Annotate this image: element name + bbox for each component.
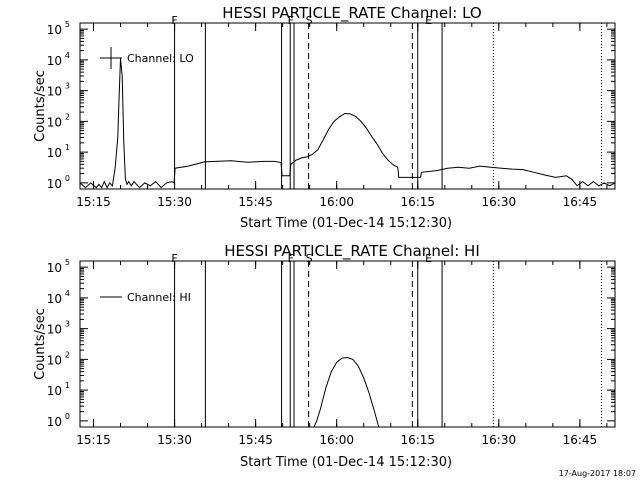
series-line-hi bbox=[313, 356, 380, 427]
y-tick-exponent-hi: 3 bbox=[65, 320, 70, 329]
x-tick-label-lo: 15:15 bbox=[76, 195, 111, 209]
y-tick-label-hi: 10 bbox=[47, 353, 62, 367]
legend-label-lo: Channel: LO bbox=[127, 52, 194, 65]
legend-lo: Channel: LO bbox=[100, 47, 194, 69]
plot-frame-lo bbox=[79, 22, 616, 190]
y-tick-exponent-hi: 0 bbox=[65, 412, 70, 421]
top-marker-lo: E bbox=[425, 14, 432, 27]
top-marker-hi: F bbox=[171, 252, 177, 265]
event-lines-lo bbox=[174, 23, 602, 189]
series-hi bbox=[313, 356, 380, 427]
x-tick-label-hi: 16:30 bbox=[482, 433, 517, 447]
y-tick-exponent-lo: 2 bbox=[65, 112, 70, 121]
y-tick-label-lo: 10 bbox=[47, 23, 62, 37]
y-tick-exponent-lo: 1 bbox=[65, 143, 70, 152]
series-line-lo bbox=[80, 58, 615, 189]
x-tick-label-lo: 15:45 bbox=[238, 195, 273, 209]
series-lo bbox=[80, 58, 615, 189]
x-tick-label-hi: 15:45 bbox=[238, 433, 273, 447]
y-tick-label-lo: 10 bbox=[47, 54, 62, 68]
top-marker-lo: F bbox=[288, 14, 294, 27]
y-tick-exponent-lo: 0 bbox=[65, 174, 70, 183]
y-tick-label-lo: 10 bbox=[47, 177, 62, 191]
x-tick-label-lo: 16:15 bbox=[400, 195, 435, 209]
top-marker-hi: S bbox=[306, 252, 313, 265]
y-tick-label-lo: 10 bbox=[47, 85, 62, 99]
top-marker-hi: E bbox=[425, 252, 432, 265]
x-axis-label-hi: Start Time (01-Dec-14 15:12:30) bbox=[240, 455, 452, 470]
x-tick-label-hi: 15:15 bbox=[76, 433, 111, 447]
x-tick-label-lo: 16:30 bbox=[482, 195, 517, 209]
x-tick-label-lo: 16:00 bbox=[319, 195, 354, 209]
legend-hi: Channel: HI bbox=[100, 291, 191, 304]
chart-panel-lo: HESSI PARTICLE_RATE Channel: LO Start Ti… bbox=[33, 4, 616, 231]
y-tick-label-hi: 10 bbox=[47, 292, 62, 306]
x-tick-label-hi: 15:30 bbox=[157, 433, 192, 447]
y-tick-label-lo: 10 bbox=[47, 146, 62, 160]
y-tick-label-hi: 10 bbox=[47, 261, 62, 275]
y-tick-exponent-hi: 1 bbox=[65, 381, 70, 390]
event-lines-hi bbox=[174, 261, 602, 427]
top-marker-hi: F bbox=[288, 252, 294, 265]
y-tick-label-hi: 10 bbox=[47, 323, 62, 337]
x-tick-label-hi: 16:15 bbox=[400, 433, 435, 447]
chart-title-lo: HESSI PARTICLE_RATE Channel: LO bbox=[222, 4, 481, 23]
chart-panel-hi: HESSI PARTICLE_RATE Channel: HI Start Ti… bbox=[33, 242, 616, 470]
top-marker-lo: S bbox=[306, 14, 313, 27]
y-tick-label-hi: 10 bbox=[47, 415, 62, 429]
x-tick-label-hi: 16:45 bbox=[563, 433, 598, 447]
x-tick-label-hi: 16:00 bbox=[319, 433, 354, 447]
legend-label-hi: Channel: HI bbox=[127, 291, 191, 304]
timestamp: 17-Aug-2017 18:07 bbox=[559, 469, 636, 478]
x-tick-label-lo: 15:30 bbox=[157, 195, 192, 209]
y-tick-label-hi: 10 bbox=[47, 384, 62, 398]
y-axis-label-lo: Counts/sec bbox=[33, 70, 48, 142]
y-tick-label-lo: 10 bbox=[47, 115, 62, 129]
y-axis-label-hi: Counts/sec bbox=[33, 308, 48, 380]
y-tick-exponent-lo: 4 bbox=[65, 51, 70, 60]
x-tick-label-lo: 16:45 bbox=[563, 195, 598, 209]
chart-title-hi: HESSI PARTICLE_RATE Channel: HI bbox=[224, 242, 480, 261]
y-tick-exponent-hi: 5 bbox=[65, 258, 70, 267]
top-marker-lo: F bbox=[171, 14, 177, 27]
x-axis-label-lo: Start Time (01-Dec-14 15:12:30) bbox=[240, 216, 452, 231]
plot-frame-hi bbox=[79, 260, 616, 428]
y-tick-exponent-lo: 5 bbox=[65, 20, 70, 29]
y-tick-exponent-hi: 2 bbox=[65, 350, 70, 359]
y-tick-exponent-hi: 4 bbox=[65, 289, 70, 298]
y-tick-exponent-lo: 3 bbox=[65, 82, 70, 91]
